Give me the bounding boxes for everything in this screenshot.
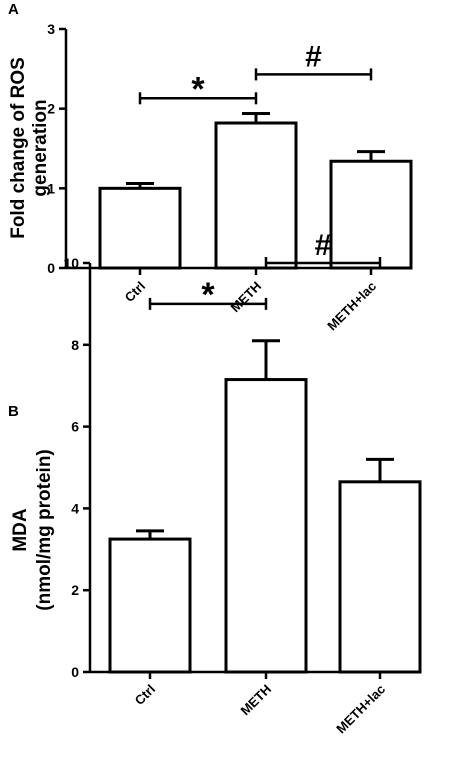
panel-label: B [8,403,19,420]
y-tick-label: 0 [71,664,79,680]
significance-star: * [201,276,215,314]
x-tick-label: METH [227,279,264,316]
x-tick-label: Ctrl [122,279,148,305]
y-tick-label: 2 [47,101,55,117]
significance-hash: # [315,229,332,262]
panel-label: A [8,1,19,18]
y-tick-label: 3 [47,21,55,37]
y-tick-label: 0 [47,260,55,276]
y-axis-label: generation [30,99,51,196]
bar-meth-lac [329,159,413,270]
significance-star: * [191,70,205,108]
significance-hash: # [305,40,322,73]
bar-meth-lac [338,480,422,674]
y-tick-label: 8 [71,337,79,353]
y-tick-label: 6 [71,419,79,435]
y-tick-label: 10 [63,255,79,271]
y-tick-label: 1 [47,180,55,196]
x-tick-label: METH [237,682,274,719]
bar-meth [214,121,298,270]
x-tick-label: Ctrl [132,682,158,708]
x-tick-label: METH+lac [324,279,379,334]
y-tick-label: 2 [71,582,79,598]
bar-ctrl [98,186,182,270]
x-tick-label: METH+lac [333,682,388,737]
y-axis-label: Fold change of ROS [8,57,29,239]
bar-ctrl [108,537,192,674]
y-axis-label: MDA [10,508,31,552]
bar-meth [224,378,308,674]
y-axis-label: (nmol/mg protein) [34,449,55,610]
y-tick-label: 4 [71,500,79,516]
